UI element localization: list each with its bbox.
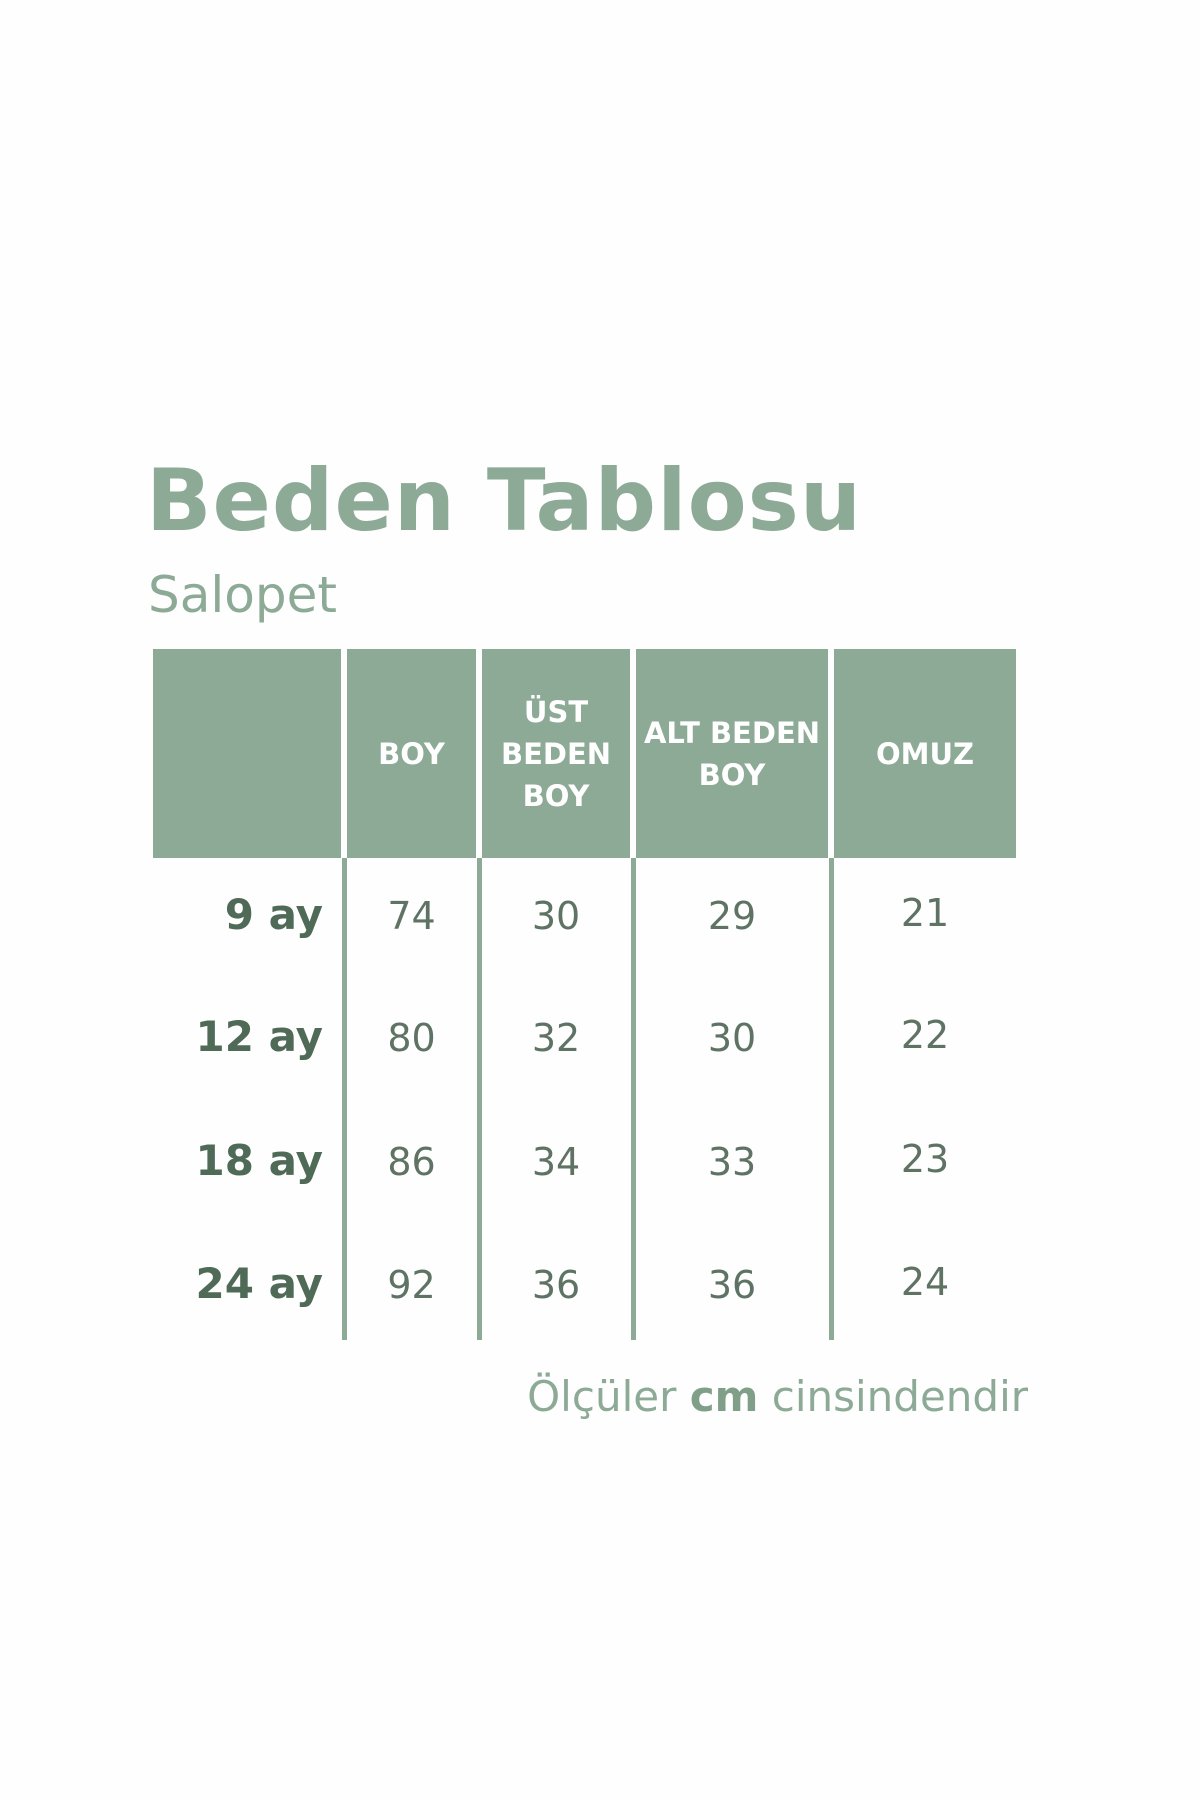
- page-subtitle: Salopet: [148, 566, 337, 624]
- column-header: ALT BEDEN BOY: [636, 649, 828, 858]
- column-header-label: ÜST BEDEN BOY: [501, 694, 612, 813]
- row-label: 24 ay: [195, 1259, 324, 1308]
- units-note-prefix: Ölçüler: [527, 1372, 677, 1421]
- table-cell: 33: [707, 1140, 757, 1184]
- table-cell: 80: [387, 1016, 436, 1060]
- table-cell: 30: [707, 1016, 757, 1060]
- table-cell: 22: [900, 1013, 950, 1057]
- table-cell: 30: [531, 894, 581, 938]
- units-note-suffix: cinsindendir: [771, 1372, 1028, 1421]
- column-header: BOY: [347, 649, 476, 858]
- table-cell: 86: [387, 1140, 436, 1184]
- table-cell: 32: [531, 1016, 581, 1060]
- row-label: 18 ay: [195, 1136, 324, 1185]
- page-title: Beden Tablosu: [146, 451, 863, 551]
- column-divider: [829, 858, 834, 1340]
- column-divider: [631, 858, 636, 1340]
- table-cell: 34: [531, 1140, 581, 1184]
- table-cell: 29: [707, 894, 757, 938]
- units-note-unit: cm: [689, 1372, 759, 1421]
- column-header: OMUZ: [834, 649, 1016, 858]
- row-label: 12 ay: [195, 1012, 324, 1061]
- column-divider: [342, 858, 347, 1340]
- column-divider: [477, 858, 482, 1340]
- column-header: ÜST BEDEN BOY: [482, 649, 630, 858]
- column-header: [153, 649, 341, 858]
- table-cell: 36: [531, 1263, 581, 1307]
- table-cell: 36: [707, 1263, 757, 1307]
- column-header-label: ALT BEDEN BOY: [643, 715, 821, 792]
- row-label: 9 ay: [224, 890, 323, 939]
- units-note: Ölçüler cm cinsindendir: [527, 1372, 1028, 1421]
- table-cell: 74: [387, 894, 436, 938]
- column-header-label: BOY: [378, 736, 445, 771]
- table-cell: 23: [900, 1137, 950, 1181]
- table-cell: 21: [900, 891, 950, 935]
- column-header-label: OMUZ: [875, 736, 975, 771]
- table-cell: 24: [900, 1260, 950, 1304]
- table-cell: 92: [387, 1263, 436, 1307]
